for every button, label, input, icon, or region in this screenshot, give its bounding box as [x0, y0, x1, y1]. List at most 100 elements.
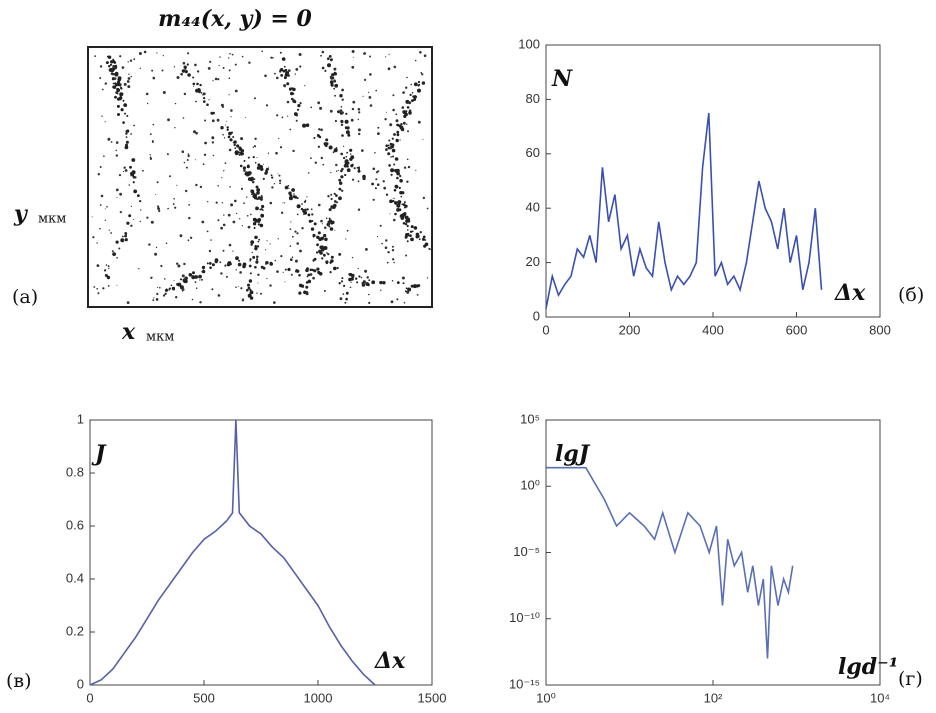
dot: [282, 271, 284, 273]
dot: [330, 58, 333, 61]
panel-label: (а): [12, 286, 38, 308]
dot: [110, 141, 113, 143]
dot: [422, 138, 424, 140]
dot: [397, 200, 402, 204]
dot: [251, 193, 253, 196]
dot: [328, 225, 331, 228]
y-tick-label: 0.2: [66, 623, 84, 638]
dot: [217, 185, 219, 187]
dot: [186, 159, 189, 161]
dot: [350, 281, 352, 283]
dot: [346, 168, 351, 173]
dot: [348, 272, 353, 277]
dot: [344, 301, 347, 304]
dot: [193, 85, 194, 87]
dot: [290, 91, 294, 96]
dot: [375, 171, 379, 174]
dot: [121, 235, 124, 238]
dot: [363, 52, 366, 55]
dot: [331, 220, 335, 225]
dot: [307, 273, 311, 277]
dot: [368, 91, 370, 93]
dot: [151, 69, 154, 72]
dot: [208, 249, 212, 253]
dot: [316, 243, 319, 247]
dot: [117, 113, 120, 116]
dot: [225, 120, 227, 122]
dot: [350, 277, 354, 281]
dot: [96, 242, 98, 244]
dot: [139, 220, 141, 223]
dot: [364, 78, 367, 81]
dot: [92, 236, 95, 239]
dot: [305, 123, 310, 127]
x-tick-label: 10²: [704, 690, 723, 705]
dot: [156, 292, 159, 296]
dot: [279, 179, 282, 182]
dot: [157, 207, 161, 211]
dot: [237, 286, 239, 288]
dot: [255, 260, 259, 264]
dot: [372, 198, 375, 201]
dot: [389, 146, 393, 150]
dot: [409, 230, 413, 233]
dot: [193, 130, 196, 134]
dot: [182, 61, 186, 65]
panel-title: m₄₄(x, y) = 0: [158, 6, 312, 32]
dot: [389, 213, 391, 215]
dot: [116, 104, 120, 108]
dot: [222, 67, 225, 69]
dot: [408, 111, 412, 115]
dot: [108, 267, 110, 270]
dot: [249, 259, 252, 262]
dot: [131, 170, 136, 175]
dot: [161, 69, 164, 72]
dot: [392, 94, 395, 97]
dot: [220, 126, 224, 130]
dot: [112, 58, 115, 61]
dot: [403, 114, 407, 118]
dot: [400, 123, 403, 126]
dot: [156, 181, 159, 184]
dot: [195, 183, 198, 187]
dot: [126, 115, 129, 117]
dot: [407, 130, 409, 133]
dot: [303, 213, 305, 216]
dot: [218, 64, 220, 67]
dot: [341, 88, 344, 92]
dot: [119, 83, 122, 86]
dot: [334, 80, 336, 83]
data-line: [545, 112, 823, 309]
dot: [406, 76, 408, 79]
dot: [298, 53, 302, 56]
dot: [195, 131, 198, 135]
dot: [177, 264, 181, 268]
dot: [116, 87, 120, 92]
dot: [194, 159, 196, 161]
dot: [163, 294, 166, 297]
dot: [326, 252, 328, 254]
dot: [330, 193, 333, 196]
dot: [126, 221, 130, 225]
dot: [217, 294, 221, 297]
dot: [406, 224, 409, 228]
data-line: [89, 419, 376, 686]
dot: [365, 282, 370, 286]
dot: [356, 166, 359, 169]
dot: [351, 178, 355, 181]
dot: [324, 69, 327, 72]
dot: [270, 174, 273, 177]
dot: [279, 51, 282, 54]
dot: [385, 239, 388, 242]
dot: [117, 92, 119, 95]
dot: [104, 219, 107, 221]
dot: [290, 273, 293, 276]
dot: [423, 54, 427, 57]
dot: [287, 184, 290, 187]
dot: [188, 216, 191, 220]
dot: [296, 242, 300, 245]
dot: [296, 232, 299, 235]
dot: [234, 150, 239, 155]
dot: [232, 136, 235, 138]
dot: [411, 92, 414, 94]
